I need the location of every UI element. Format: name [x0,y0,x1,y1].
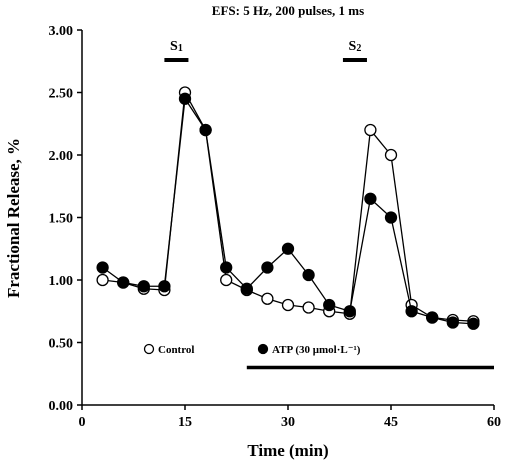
data-point [364,123,377,137]
data-point [220,261,233,274]
y-tick-label: 2.00 [49,149,74,164]
data-point [96,261,109,274]
data-point [446,316,459,329]
data-point [343,305,356,318]
series-atp [96,92,480,330]
data-point [220,273,233,287]
y-axis-title: Fractional Release, % [4,138,23,298]
data-point [117,276,130,289]
data-point [467,317,480,330]
stimulation-bars: S1 S2 [164,39,494,370]
legend-label: Control [158,344,194,356]
data-point [178,92,192,105]
y-tick-label: 3.00 [49,24,74,39]
legend-marker [143,343,155,355]
legend-marker [257,343,269,355]
data-point [96,273,109,287]
data-point [158,280,171,293]
data-point [137,280,150,293]
data-point [302,268,315,282]
stimulation-label-s1: S1 [170,39,183,54]
legend-label: ATP (30 μmol·L⁻¹) [272,344,361,356]
series [96,86,480,330]
x-tick-label: 15 [178,415,192,430]
x-tick-label: 30 [281,415,295,430]
stimulation-label-s2: S2 [349,39,362,54]
data-point [364,192,377,205]
x-tick-label: 0 [79,415,86,430]
series-line [102,90,474,322]
data-point [199,123,212,137]
chart-title: EFS: 5 Hz, 200 pulses, 1 ms [212,3,364,18]
y-tick-label: 1.50 [49,212,74,227]
y-tick-label: 2.50 [49,87,74,102]
x-tick-label: 45 [384,415,398,430]
ticks: 0.00 0.50 1.00 1.50 2.00 2.50 3.00 0 15 30 45 60 [49,24,502,430]
x-tick-label: 60 [487,415,501,430]
y-tick-label: 1.00 [49,274,74,289]
data-point [384,148,398,162]
legend: Control ATP (30 μmol·L⁻¹) [143,343,361,356]
data-point [261,292,274,305]
data-point [281,298,295,312]
data-point [405,305,418,318]
data-point [281,242,295,255]
x-axis-title: Time (min) [247,441,328,460]
data-point [240,282,253,295]
data-point [323,298,336,312]
y-tick-label: 0.50 [49,337,74,352]
data-point [426,311,439,324]
data-point [302,301,315,314]
y-tick-label: 0.00 [49,399,74,414]
series-control [96,86,480,328]
data-point [384,211,398,224]
data-point [261,261,274,274]
